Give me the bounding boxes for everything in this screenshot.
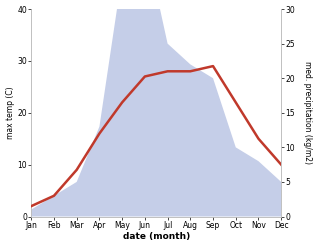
X-axis label: date (month): date (month) (123, 232, 190, 242)
Y-axis label: med. precipitation (kg/m2): med. precipitation (kg/m2) (303, 61, 313, 164)
Y-axis label: max temp (C): max temp (C) (5, 86, 15, 139)
